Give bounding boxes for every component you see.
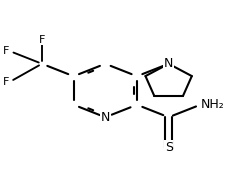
Text: F: F <box>3 46 9 56</box>
Text: S: S <box>165 141 173 154</box>
Text: N: N <box>164 57 173 70</box>
Text: NH₂: NH₂ <box>200 98 224 111</box>
Text: F: F <box>3 77 9 87</box>
Text: N: N <box>101 111 110 124</box>
Text: F: F <box>39 35 45 45</box>
